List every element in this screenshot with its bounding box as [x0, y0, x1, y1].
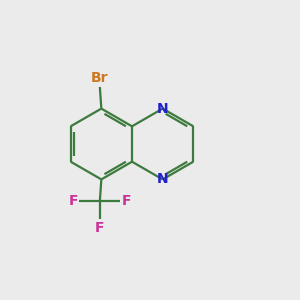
- Text: Br: Br: [91, 70, 109, 85]
- Text: F: F: [68, 194, 78, 208]
- Text: F: F: [122, 194, 131, 208]
- Text: F: F: [95, 221, 105, 235]
- Text: N: N: [157, 172, 169, 186]
- Text: N: N: [157, 102, 169, 116]
